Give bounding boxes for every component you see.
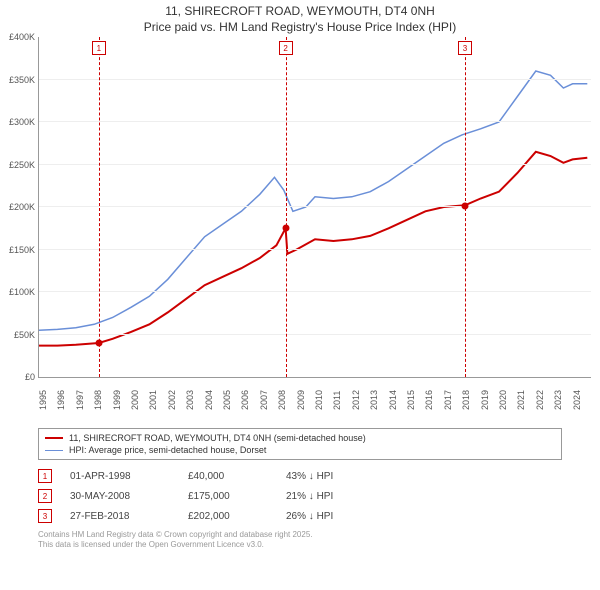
x-tick-label: 2018: [461, 390, 471, 410]
sale-date: 30-MAY-2008: [70, 491, 170, 502]
sale-marker-box: 2: [279, 41, 293, 55]
sale-dot-icon: [461, 202, 468, 209]
sale-dot-icon: [95, 340, 102, 347]
y-tick-label: £50K: [1, 330, 35, 340]
y-tick-label: £400K: [1, 32, 35, 42]
line-series-svg: [39, 37, 591, 377]
plot-area: £0£50K£100K£150K£200K£250K£300K£350K£400…: [38, 37, 591, 378]
sale-row: 1 01-APR-1998 £40,000 43% ↓ HPI: [38, 466, 562, 486]
sale-date: 01-APR-1998: [70, 471, 170, 482]
legend-item-price-paid: 11, SHIRECROFT ROAD, WEYMOUTH, DT4 0NH (…: [45, 432, 555, 444]
gridline: [39, 249, 591, 250]
x-tick-label: 2016: [424, 390, 434, 410]
y-tick-label: £0: [1, 372, 35, 382]
gridline: [39, 291, 591, 292]
sale-date: 27-FEB-2018: [70, 511, 170, 522]
sale-number-badge: 1: [38, 469, 52, 483]
gridline: [39, 121, 591, 122]
x-tick-label: 2019: [480, 390, 490, 410]
x-tick-label: 2015: [406, 390, 416, 410]
sale-row: 2 30-MAY-2008 £175,000 21% ↓ HPI: [38, 486, 562, 506]
y-tick-label: £200K: [1, 202, 35, 212]
x-tick-label: 2024: [572, 390, 582, 410]
sale-number-badge: 3: [38, 509, 52, 523]
x-tick-label: 2017: [443, 390, 453, 410]
sale-price: £202,000: [188, 511, 268, 522]
x-tick-label: 2006: [240, 390, 250, 410]
x-tick-label: 2002: [167, 390, 177, 410]
sale-dot-icon: [282, 225, 289, 232]
gridline: [39, 79, 591, 80]
x-tick-label: 2021: [516, 390, 526, 410]
y-tick-label: £100K: [1, 287, 35, 297]
gridline: [39, 164, 591, 165]
sale-number-badge: 2: [38, 489, 52, 503]
sale-marker-line: [286, 37, 287, 377]
sale-marker-box: 3: [458, 41, 472, 55]
x-tick-label: 2012: [351, 390, 361, 410]
sale-marker-line: [99, 37, 100, 377]
gridline: [39, 206, 591, 207]
footnote: Contains HM Land Registry data © Crown c…: [38, 530, 562, 549]
x-tick-label: 2010: [314, 390, 324, 410]
chart-title: 11, SHIRECROFT ROAD, WEYMOUTH, DT4 0NH P…: [0, 0, 600, 37]
x-tick-label: 1997: [75, 390, 85, 410]
x-tick-label: 1996: [56, 390, 66, 410]
x-tick-label: 1998: [93, 390, 103, 410]
x-tick-label: 1999: [112, 390, 122, 410]
legend-swatch-icon: [45, 450, 63, 451]
sale-marker-box: 1: [92, 41, 106, 55]
x-tick-label: 2007: [259, 390, 269, 410]
sale-diff-vs-hpi: 21% ↓ HPI: [286, 491, 376, 502]
x-tick-label: 2008: [277, 390, 287, 410]
footnote-line2: This data is licensed under the Open Gov…: [38, 540, 562, 550]
legend-label: HPI: Average price, semi-detached house,…: [69, 445, 266, 455]
y-tick-label: £300K: [1, 117, 35, 127]
x-tick-label: 2014: [388, 390, 398, 410]
x-tick-label: 2009: [296, 390, 306, 410]
x-tick-label: 2003: [185, 390, 195, 410]
sale-price: £40,000: [188, 471, 268, 482]
sales-table: 1 01-APR-1998 £40,000 43% ↓ HPI 2 30-MAY-2008…: [38, 466, 562, 526]
legend: 11, SHIRECROFT ROAD, WEYMOUTH, DT4 0NH (…: [38, 428, 562, 460]
x-tick-label: 2023: [553, 390, 563, 410]
y-tick-label: £150K: [1, 245, 35, 255]
y-tick-label: £250K: [1, 160, 35, 170]
legend-label: 11, SHIRECROFT ROAD, WEYMOUTH, DT4 0NH (…: [69, 433, 366, 443]
x-axis-labels: 1995 1996 1997 1998 1999 2000 2001 2002 2003 2004…: [38, 378, 590, 424]
x-tick-label: 2005: [222, 390, 232, 410]
sale-row: 3 27-FEB-2018 £202,000 26% ↓ HPI: [38, 506, 562, 526]
y-tick-label: £350K: [1, 75, 35, 85]
sale-diff-vs-hpi: 26% ↓ HPI: [286, 511, 376, 522]
x-tick-label: 2020: [498, 390, 508, 410]
gridline: [39, 334, 591, 335]
legend-swatch-icon: [45, 437, 63, 439]
title-line2: Price paid vs. HM Land Registry's House …: [0, 20, 600, 36]
x-tick-label: 2001: [148, 390, 158, 410]
title-line1: 11, SHIRECROFT ROAD, WEYMOUTH, DT4 0NH: [0, 4, 600, 20]
x-tick-label: 2013: [369, 390, 379, 410]
footnote-line1: Contains HM Land Registry data © Crown c…: [38, 530, 562, 540]
x-tick-label: 2004: [204, 390, 214, 410]
x-tick-label: 2011: [332, 391, 342, 410]
sale-diff-vs-hpi: 43% ↓ HPI: [286, 471, 376, 482]
x-tick-label: 2000: [130, 390, 140, 410]
x-tick-label: 1995: [38, 390, 48, 410]
x-tick-label: 2022: [535, 390, 545, 410]
legend-item-hpi: HPI: Average price, semi-detached house,…: [45, 444, 555, 456]
sale-price: £175,000: [188, 491, 268, 502]
chart-container: 11, SHIRECROFT ROAD, WEYMOUTH, DT4 0NH P…: [0, 0, 600, 549]
